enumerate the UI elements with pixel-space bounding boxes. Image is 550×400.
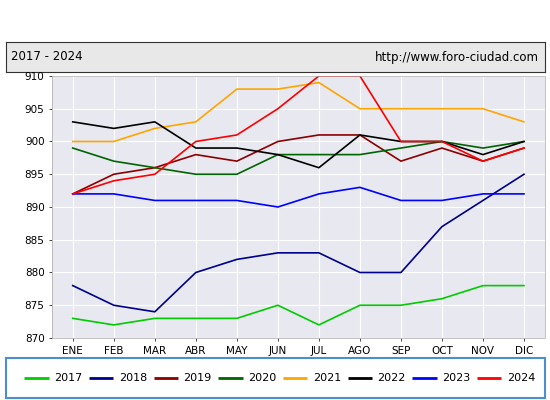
Text: 2017: 2017 — [54, 373, 82, 383]
Text: 2018: 2018 — [119, 373, 147, 383]
Text: 2020: 2020 — [248, 373, 276, 383]
Text: 2021: 2021 — [313, 373, 341, 383]
Text: 2024: 2024 — [507, 373, 535, 383]
Text: Evolucion num de emigrantes en Cabranes: Evolucion num de emigrantes en Cabranes — [110, 14, 440, 28]
Text: http://www.foro-ciudad.com: http://www.foro-ciudad.com — [375, 50, 539, 64]
Text: 2023: 2023 — [442, 373, 470, 383]
Text: 2019: 2019 — [183, 373, 212, 383]
Text: 2017 - 2024: 2017 - 2024 — [11, 50, 82, 64]
Text: 2022: 2022 — [377, 373, 406, 383]
